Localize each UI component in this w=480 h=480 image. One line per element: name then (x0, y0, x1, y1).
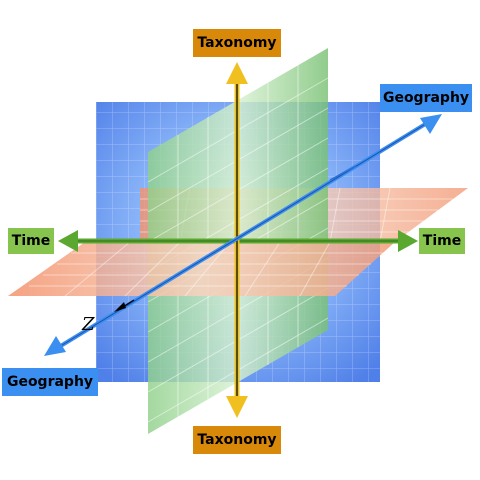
taxonomy-bottom-arrowhead (226, 396, 248, 418)
time-left-arrowhead (58, 230, 78, 252)
geography-bottom-label: Geography (2, 368, 98, 396)
geography-top-arrowhead (420, 114, 442, 134)
geography-axis (44, 114, 442, 356)
geography-top-label: Geography (380, 84, 472, 112)
taxonomy-bottom-label: Taxonomy (193, 426, 281, 454)
time-right-arrowhead (398, 230, 418, 252)
time-right-label: Time (419, 228, 465, 254)
z-arrowhead (114, 302, 126, 312)
time-left-label: Time (8, 228, 54, 254)
taxonomy-top-arrowhead (226, 62, 248, 84)
taxonomy-top-label: Taxonomy (193, 29, 281, 57)
orange-plane-front (8, 241, 395, 297)
z-axis-label: Z (82, 314, 95, 335)
geography-bottom-arrowhead (44, 336, 66, 356)
